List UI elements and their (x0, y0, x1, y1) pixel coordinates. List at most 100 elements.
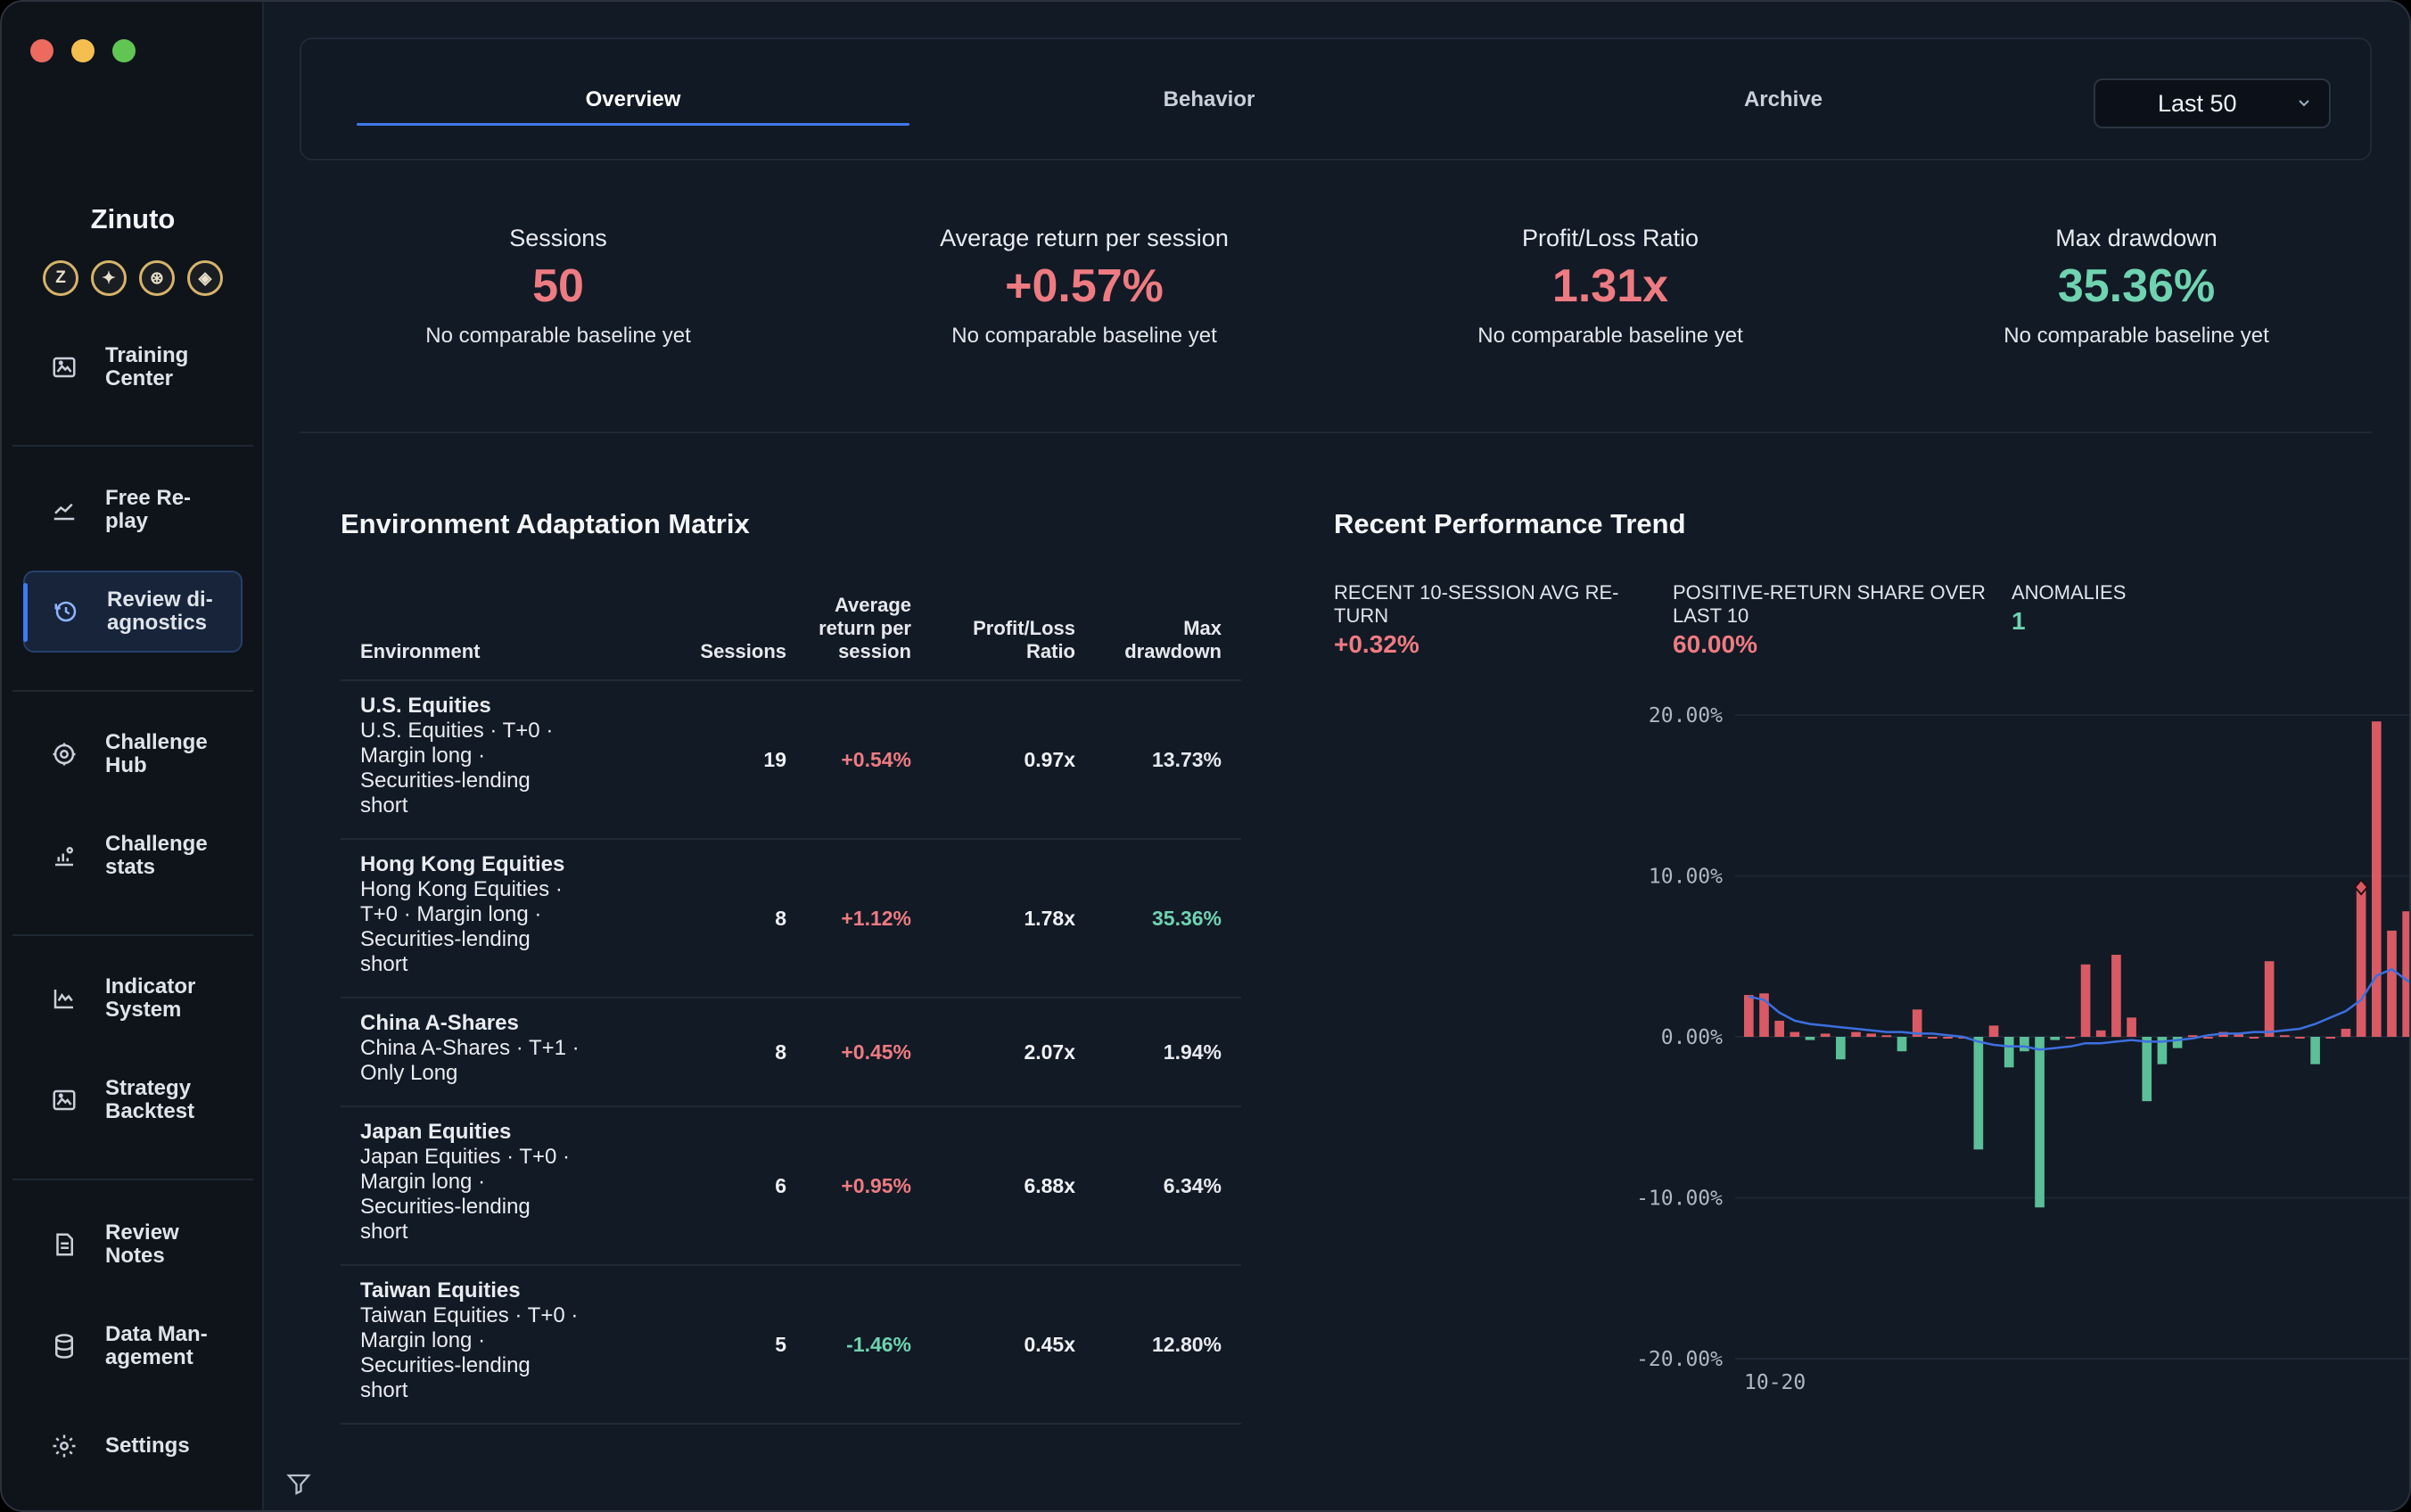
average-return-cell: -1.46% (846, 1333, 911, 1356)
sidebar-item-label: Challenge Hub (105, 730, 208, 777)
max-drawdown-cell: 35.36% (1151, 907, 1222, 930)
sidebar-item-label: Training Center (105, 343, 189, 390)
y-tick-label: 20.00% (1649, 704, 1723, 727)
stat-note: No comparable baseline yet (425, 324, 691, 348)
chart-bar (2020, 1037, 2029, 1052)
sessions-cell: 8 (775, 1040, 786, 1064)
sidebar-divider (12, 445, 253, 447)
chart-bar (2402, 911, 2409, 1037)
table-row[interactable]: Japan Equities Japan Equities · T+0 · Mar… (341, 1107, 1241, 1266)
profit-loss-cell: 0.97x (1024, 748, 1075, 771)
sidebar-item-label: Settings (105, 1434, 190, 1458)
stat-label: Sessions (509, 225, 607, 251)
stat-label: Profit/Loss Ratio (1521, 225, 1699, 251)
chart-bar (2279, 1035, 2290, 1038)
chart-bar (2111, 954, 2121, 1037)
sidebar-item-label: Review Notes (105, 1220, 179, 1268)
tab-behavior[interactable]: Behavior (1163, 87, 1255, 111)
average-return-cell: +1.12% (841, 907, 911, 930)
chart-bar (2157, 1037, 2168, 1064)
tab-overview[interactable]: Overview (585, 87, 681, 111)
sidebar-item-review-diagnostics[interactable]: Review di-agnostics (23, 571, 243, 653)
sidebar-item-training-center[interactable]: Training Center (23, 326, 243, 408)
summary-stats: Sessions 50 No comparable baseline yet A… (300, 162, 2372, 433)
tab-archive[interactable]: Archive (1743, 87, 1823, 111)
anomaly-marker (2353, 878, 2369, 896)
sidebar-item-strategy-backtest[interactable]: Strategy Backtest (23, 1059, 243, 1141)
profit-loss-cell: 1.78x (1024, 907, 1075, 930)
environment-cell: Hong Kong Equities Hong Kong Equities · T… (360, 852, 583, 977)
sidebar-item-review-notes[interactable]: Review Notes (23, 1204, 243, 1286)
sidebar-item-label: Strategy Backtest (105, 1076, 195, 1123)
sidebar-item-label: Indicator System (105, 974, 196, 1022)
chart-bar (1836, 1037, 1846, 1060)
history-icon (25, 598, 107, 625)
minimize-window-button[interactable] (71, 39, 95, 62)
sidebar-item-settings[interactable]: Settings (23, 1405, 243, 1487)
stat-note: No comparable baseline yet (1477, 324, 1743, 348)
chart-bar (1988, 1025, 1999, 1037)
environment-cell: Japan Equities Japan Equities · T+0 · Mar… (360, 1120, 583, 1245)
chart-bar (2371, 721, 2382, 1037)
sidebar-item-challenge-stats[interactable]: Challenge stats (23, 815, 243, 897)
sessions-cell: 6 (775, 1174, 786, 1197)
sidebar-item-indicator-system[interactable]: Indicator System (23, 957, 243, 1040)
close-window-button[interactable] (30, 39, 53, 62)
chart-bar (2095, 1030, 2106, 1037)
table-row[interactable]: Taiwan Equities Taiwan Equities · T+0 · M… (341, 1266, 1241, 1425)
environment-description: U.S. Equities · T+0 · Margin long · Secu… (360, 719, 554, 818)
badge-gem-icon[interactable]: ◈ (187, 260, 223, 296)
chart-bar (1851, 1031, 1861, 1037)
table-header: Environment Sessions Average return per … (341, 572, 1241, 681)
table-body: U.S. Equities U.S. Equities · T+0 · Margi… (341, 681, 1241, 1425)
main-content: Overview Behavior Archive Last 50 Sessio… (264, 2, 2409, 1510)
chart-bar (1774, 1020, 1784, 1037)
sidebar-divider (12, 690, 253, 692)
stats-icon (23, 842, 105, 869)
col-max-drawdown: Max drawdown (1124, 617, 1222, 662)
range-select-value: Last 50 (2158, 89, 2237, 117)
maximize-window-button[interactable] (112, 39, 136, 62)
trend-title: Recent Performance Trend (1334, 508, 1686, 539)
note-icon (23, 1231, 105, 1258)
badge-star-icon[interactable]: ✦ (91, 260, 127, 296)
range-select[interactable]: Last 50 (2094, 78, 2331, 128)
chart-bar (1744, 995, 1754, 1037)
chevron-down-icon (2293, 93, 2315, 120)
badge-shield-icon[interactable]: ⊛ (139, 260, 175, 296)
sidebar: Zinuto Z ✦ ⊛ ◈ Training Center Free Re-p… (2, 2, 264, 1510)
stat-max-drawdown: Max drawdown 35.36% No comparable baseli… (1878, 225, 2395, 349)
chart-bar (1897, 1037, 1907, 1052)
chart-bar (1759, 993, 1769, 1037)
chart-bar (1912, 1009, 1922, 1037)
col-sessions: Sessions (700, 640, 786, 662)
environment-description: Japan Equities · T+0 · Margin long · Sec… (360, 1145, 571, 1244)
table-row[interactable]: China A-Shares China A-Shares · T+1 · Onl… (341, 998, 1241, 1107)
environment-cell: U.S. Equities U.S. Equities · T+0 · Margi… (360, 694, 583, 818)
filter-icon[interactable] (285, 1471, 312, 1502)
environment-description: Taiwan Equities · T+0 · Margin long · Se… (360, 1303, 579, 1402)
chart-bar (2004, 1037, 2014, 1068)
sidebar-item-challenge-hub[interactable]: Challenge Hub (23, 713, 243, 795)
sidebar-item-label: Review di-agnostics (107, 588, 213, 635)
sidebar-item-data-management[interactable]: Data Man-agement (23, 1305, 243, 1387)
max-drawdown-cell: 13.73% (1151, 748, 1222, 771)
table-row[interactable]: Hong Kong Equities Hong Kong Equities · T… (341, 840, 1241, 998)
environment-cell: Taiwan Equities Taiwan Equities · T+0 · M… (360, 1278, 583, 1403)
achievement-badges: Z ✦ ⊛ ◈ (2, 260, 264, 296)
chart-bar (2387, 930, 2397, 1037)
metric-positive-share: POSITIVE-RETURN SHARE OVER LAST 10 60.00… (1673, 581, 2003, 658)
chart-bar (2050, 1037, 2061, 1040)
database-icon (23, 1333, 105, 1360)
matrix-title: Environment Adaptation Matrix (341, 508, 750, 539)
metric-label: POSITIVE-RETURN SHARE OVER LAST 10 (1673, 581, 1986, 627)
table-row[interactable]: U.S. Equities U.S. Equities · T+0 · Margi… (341, 681, 1241, 840)
metric-label: RECENT 10-SESSION AVG RE-TURN (1334, 581, 1619, 627)
metric-value: 60.00% (1673, 630, 1757, 658)
image-icon (23, 354, 105, 381)
chart-bar (1866, 1033, 1877, 1037)
sidebar-item-free-replay[interactable]: Free Re-play (23, 469, 243, 551)
badge-z-icon[interactable]: Z (43, 260, 78, 296)
chart-bar (2187, 1035, 2198, 1038)
stat-note: No comparable baseline yet (951, 324, 1217, 348)
